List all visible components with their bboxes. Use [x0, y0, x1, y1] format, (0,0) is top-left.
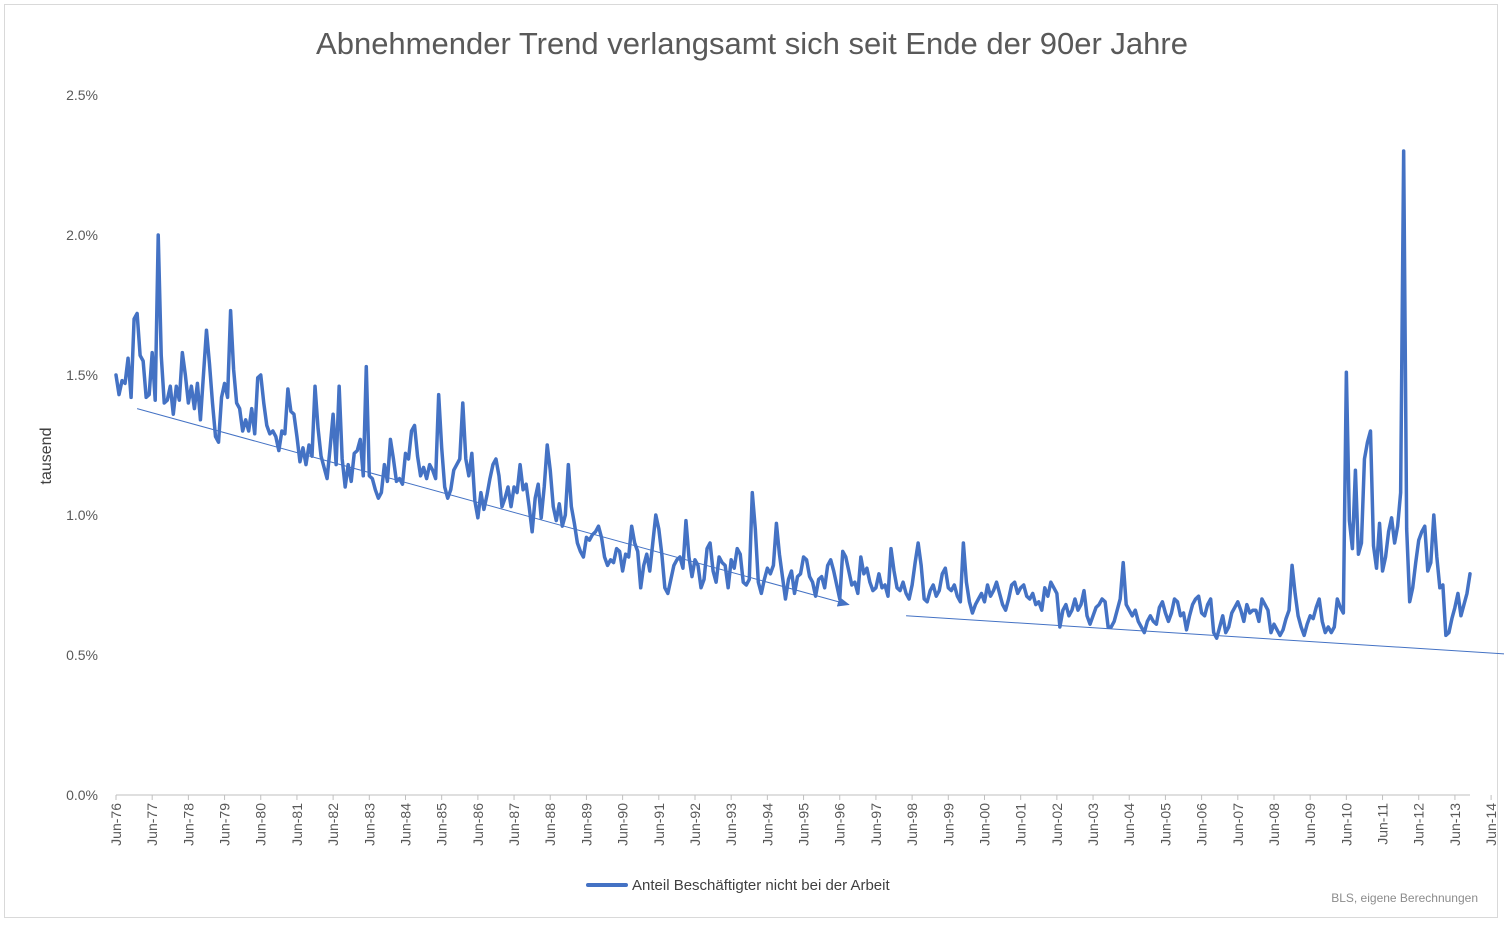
x-tick-label: Jun-03 [1085, 803, 1101, 846]
x-tick-label: Jun-77 [144, 803, 160, 846]
legend-swatch [586, 883, 628, 887]
x-tick-label: Jun-10 [1338, 803, 1354, 846]
x-tick-label: Jun-06 [1194, 803, 1210, 846]
x-tick-label: Jun-04 [1121, 803, 1137, 846]
x-tick-label: Jun-01 [1013, 803, 1029, 846]
x-tick-label: Jun-90 [615, 803, 631, 846]
x-tick-label: Jun-83 [361, 803, 377, 846]
trend-arrow-2 [906, 615, 1504, 655]
x-tick-label: Jun-14 [1483, 803, 1499, 846]
x-tick-label: Jun-81 [289, 803, 305, 846]
x-tick-label: Jun-09 [1302, 803, 1318, 846]
x-tick-label: Jun-86 [470, 803, 486, 846]
x-tick-label: Jun-88 [542, 803, 558, 846]
x-tick-label: Jun-93 [723, 803, 739, 846]
x-tick-label: Jun-89 [578, 803, 594, 846]
y-tick-label: 2.5% [66, 87, 98, 103]
x-tick-label: Jun-82 [325, 803, 341, 846]
x-tick-label: Jun-00 [976, 803, 992, 846]
x-tick-label: Jun-76 [108, 803, 124, 846]
x-tick-label: Jun-84 [397, 803, 413, 846]
x-tick-label: Jun-80 [253, 803, 269, 846]
y-tick-label: 0.0% [66, 787, 98, 803]
x-tick-label: Jun-07 [1230, 803, 1246, 846]
x-tick-label: Jun-99 [940, 803, 956, 846]
x-tick-label: Jun-91 [651, 803, 667, 846]
trend-arrow-1 [136, 408, 850, 607]
x-tick-label: Jun-87 [506, 803, 522, 846]
x-tick-label: Jun-85 [434, 803, 450, 846]
x-tick-label: Jun-05 [1157, 803, 1173, 846]
x-tick-label: Jun-79 [217, 803, 233, 846]
x-tick-label: Jun-97 [868, 803, 884, 846]
x-tick-label: Jun-12 [1411, 803, 1427, 846]
legend-label: Anteil Beschäftigter nicht bei der Arbei… [632, 876, 890, 894]
y-tick-label: 1.0% [66, 507, 98, 523]
x-tick-label: Jun-02 [1049, 803, 1065, 846]
y-tick-label: 0.5% [66, 647, 98, 663]
x-tick-label: Jun-94 [759, 803, 775, 846]
chart-title: Abnehmender Trend verlangsamt sich seit … [316, 26, 1188, 61]
x-tick-label: Jun-08 [1266, 803, 1282, 846]
x-tick-label: Jun-95 [796, 803, 812, 846]
x-tick-label: Jun-98 [904, 803, 920, 846]
y-tick-label: 1.5% [66, 367, 98, 383]
chart-area [4, 4, 1498, 918]
x-tick-label: Jun-92 [687, 803, 703, 846]
x-tick-label: Jun-11 [1375, 803, 1391, 845]
source-note: BLS, eigene Berechnungen [1331, 891, 1478, 905]
y-tick-label: 2.0% [66, 227, 98, 243]
x-tick-label: Jun-96 [832, 803, 848, 846]
x-tick-label: Jun-13 [1447, 803, 1463, 846]
x-tick-label: Jun-78 [180, 803, 196, 846]
series-line [114, 149, 1472, 640]
legend: Anteil Beschäftigter nicht bei der Arbei… [586, 875, 890, 895]
